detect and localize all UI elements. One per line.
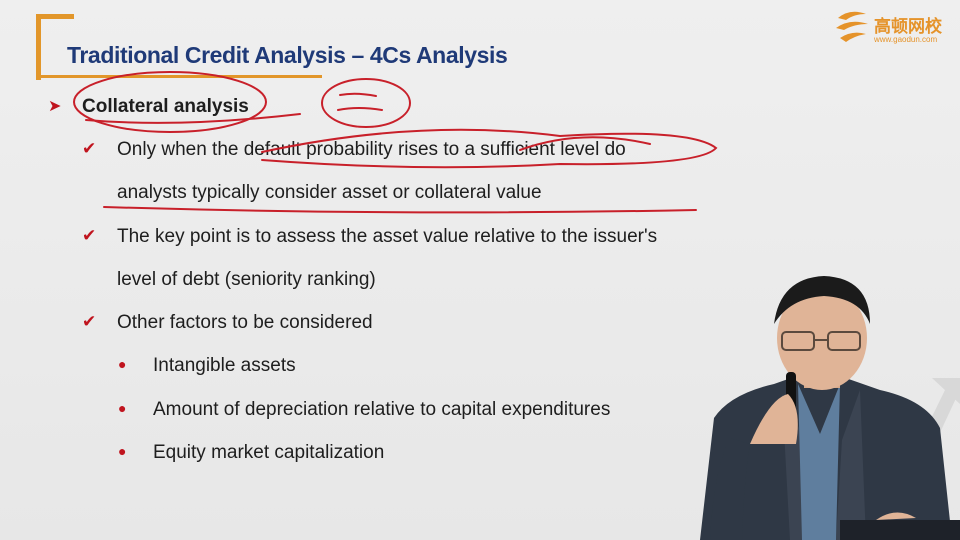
- section-heading: Collateral analysis: [82, 96, 249, 117]
- checkmark-icon: ✔: [82, 139, 97, 158]
- title-underline: [40, 75, 322, 78]
- bullet-icon: ●: [118, 400, 127, 416]
- check-line: analysts typically consider asset or col…: [117, 182, 542, 203]
- heading-arrow-icon: ➤: [48, 98, 62, 115]
- title-bracket-vertical: [36, 14, 41, 80]
- check-line: The key point is to assess the asset val…: [117, 226, 658, 247]
- slide-title: Traditional Credit Analysis – 4Cs Analys…: [67, 42, 508, 68]
- checkmark-icon: ✔: [82, 226, 97, 245]
- brand-logo: 高顿网校 www.gaodun.com: [832, 6, 958, 48]
- bullet-item: Equity market capitalization: [153, 442, 385, 463]
- logo-name: 高顿网校: [874, 17, 942, 36]
- logo-icon: [836, 11, 868, 42]
- check-line: Only when the default probability rises …: [117, 139, 626, 160]
- logo-url: www.gaodun.com: [874, 35, 938, 44]
- title-bracket-horizontal: [36, 14, 74, 19]
- checkmark-icon: ✔: [82, 312, 97, 331]
- check-line: Other factors to be considered: [117, 312, 373, 333]
- bullet-icon: ●: [118, 443, 127, 459]
- bullet-item: Intangible assets: [153, 355, 296, 376]
- presenter-video: [700, 276, 960, 540]
- check-line: level of debt (seniority ranking): [117, 269, 376, 290]
- bullet-item: Amount of depreciation relative to capit…: [153, 399, 611, 420]
- bullet-icon: ●: [118, 356, 127, 372]
